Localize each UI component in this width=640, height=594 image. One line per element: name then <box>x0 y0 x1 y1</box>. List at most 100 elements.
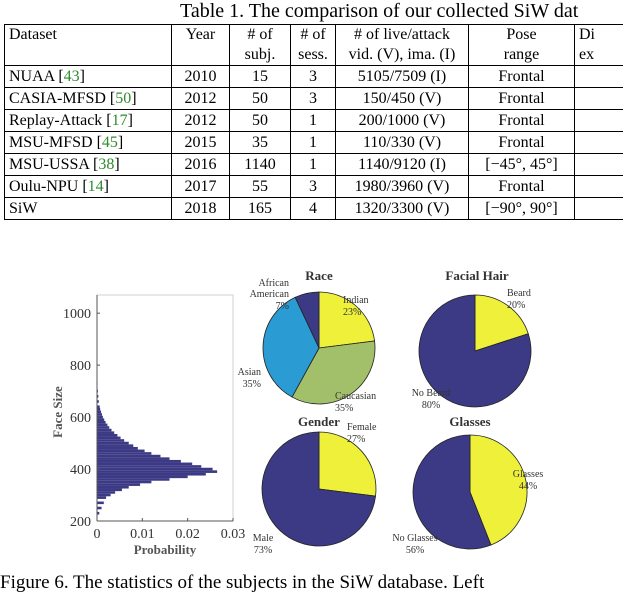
x-axis-label: Probability <box>134 542 197 557</box>
citation-link[interactable]: 43 <box>64 68 80 85</box>
cell-pose-range: [−90°, 90°] <box>469 198 575 220</box>
y-axis-label: Face Size <box>50 386 65 438</box>
pie-slice-percent: 56% <box>406 545 424 556</box>
histogram-bar <box>97 418 104 421</box>
cell-truncated <box>575 176 624 198</box>
cell-subjects: 55 <box>230 176 291 198</box>
citation-link[interactable]: 17 <box>112 112 128 129</box>
histogram-bar <box>97 463 192 466</box>
histogram-bar <box>97 452 151 455</box>
pie-slice-label: Indian <box>343 295 369 306</box>
cell-sessions: 1 <box>291 154 336 176</box>
pie-slice-percent: 35% <box>243 379 261 390</box>
histogram-bar <box>97 450 145 453</box>
cell-subjects: 50 <box>230 88 291 110</box>
pie-charts: RaceIndian23%Caucasian35%Asian35%African… <box>238 268 544 556</box>
cell-pose-range: Frontal <box>469 110 575 132</box>
histogram-bar <box>97 411 101 414</box>
cell-live-attack: 1320/3300 (V) <box>336 198 469 220</box>
citation-link[interactable]: 50 <box>115 90 131 107</box>
cell-dataset: MSU-MFSD [45] <box>5 132 172 154</box>
cell-pose-range: [−45°, 45°] <box>469 154 575 176</box>
histogram-bar <box>97 444 133 447</box>
cell-sessions: 3 <box>291 66 336 88</box>
histogram-bar <box>97 478 170 481</box>
cell-live-attack: 1140/9120 (I) <box>336 154 469 176</box>
cell-live-attack: 5105/7509 (I) <box>336 66 469 88</box>
citation-link[interactable]: 14 <box>88 178 104 195</box>
cell-year: 2012 <box>172 110 230 132</box>
pie-slice-label: Asian <box>238 367 261 378</box>
cell-pose-range: Frontal <box>469 132 575 154</box>
cell-truncated <box>575 154 624 176</box>
cell-year: 2012 <box>172 88 230 110</box>
cell-year: 2018 <box>172 198 230 220</box>
histogram-bar <box>97 457 170 460</box>
cell-year: 2017 <box>172 176 230 198</box>
cell-pose-range: Frontal <box>469 88 575 110</box>
pie-slice-label: Male <box>253 533 274 544</box>
cell-year: 2010 <box>172 66 230 88</box>
histogram-bar <box>97 460 181 463</box>
pie-slice-percent: 7% <box>276 301 289 312</box>
y-tick-label: 200 <box>70 515 91 530</box>
pie-slice-label: No Glasses <box>392 533 437 544</box>
header-dataset: Dataset <box>5 25 172 66</box>
pie-chart-race: RaceIndian23%Caucasian35%Asian35%African… <box>238 268 376 414</box>
cell-dataset: Replay-Attack [17] <box>5 110 172 132</box>
citation-link[interactable]: 38 <box>98 156 114 173</box>
cell-dataset: MSU-USSA [38] <box>5 154 172 176</box>
histogram-bar <box>97 483 140 486</box>
pie-slice-percent: 27% <box>347 434 365 445</box>
histogram-bar <box>97 429 112 432</box>
pie-slice-percent: 20% <box>507 300 525 311</box>
pie-title: Gender <box>298 414 340 429</box>
cell-subjects: 15 <box>230 66 291 88</box>
cell-subjects: 35 <box>230 132 291 154</box>
histogram-bar <box>97 473 206 476</box>
pie-slice-label: African <box>258 278 289 289</box>
histogram-bar <box>97 476 188 479</box>
cell-dataset: NUAA [43] <box>5 66 172 88</box>
pie-slice-label: No Beard <box>412 388 451 399</box>
pie-slice-percent: 73% <box>254 545 272 556</box>
y-tick-label: 400 <box>70 463 91 478</box>
histogram-bar <box>97 481 151 484</box>
header-year: Year <box>172 25 230 66</box>
pie-slice-label: Female <box>347 422 377 433</box>
citation-link[interactable]: 45 <box>102 134 118 151</box>
cell-sessions: 4 <box>291 198 336 220</box>
table-caption: Table 1. The comparison of our collected… <box>180 0 578 23</box>
pie-title: Race <box>305 268 333 283</box>
cell-live-attack: 200/1000 (V) <box>336 110 469 132</box>
y-tick-label: 1000 <box>63 307 91 322</box>
pie-slice-percent: 35% <box>335 403 353 414</box>
pie-title: Facial Hair <box>445 268 508 283</box>
pie-slice-label: Caucasian <box>335 391 376 402</box>
histogram-bar <box>97 437 121 440</box>
histogram-bar <box>97 426 109 429</box>
histogram-bar <box>97 494 111 497</box>
cell-year: 2016 <box>172 154 230 176</box>
histogram-bar <box>97 496 106 499</box>
histogram-bar <box>97 421 106 424</box>
cell-truncated <box>575 132 624 154</box>
pie-slice-label: American <box>250 289 289 300</box>
pie-slice-percent: 23% <box>343 307 361 318</box>
cell-truncated <box>575 198 624 220</box>
